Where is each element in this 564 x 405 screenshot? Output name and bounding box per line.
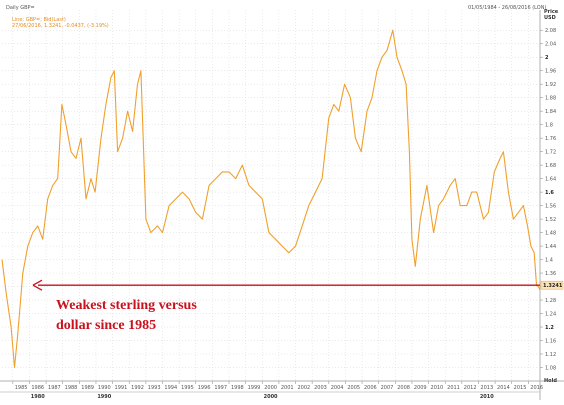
- x-tick-label: 2004: [331, 385, 344, 391]
- y-tick-label: 1.96: [545, 69, 556, 75]
- y-tick-label: 2.04: [545, 42, 556, 48]
- y-tick-label: 1.28: [545, 298, 556, 304]
- y-tick-label: 1.4: [545, 258, 553, 264]
- x-tick-label: 1992: [131, 385, 144, 391]
- y-axis: 1.081.121.161.21.241.281.321.361.41.441.…: [540, 28, 564, 384]
- x-tick-label: 2006: [364, 385, 377, 391]
- legend-last-value: 27/06/2016, 1.3241, -0.0437, (-3.19%): [12, 23, 109, 29]
- axis-title: Price: [544, 9, 559, 15]
- y-tick-label: 1.8: [545, 123, 553, 129]
- annotation-line-2: dollar since 1985: [56, 318, 157, 333]
- x-tick-label: 1991: [115, 385, 128, 391]
- x-tick-label: 1995: [181, 385, 194, 391]
- x-tick-label: 1988: [65, 385, 78, 391]
- gridlines: [0, 10, 564, 400]
- series-line: [1, 29, 541, 369]
- y-tick-label: 1.36: [545, 271, 556, 277]
- y-tick-label: 1.6: [545, 190, 554, 196]
- y-tick-label: 1.48: [545, 231, 556, 237]
- y-tick-label: 1.2: [545, 325, 554, 331]
- x-axis: 1985 1986 1987 1988 1989 1990 1991 1992 1993 1994…: [12, 381, 543, 400]
- y-tick-label: 2: [545, 55, 549, 61]
- x-tick-label: 2012: [464, 385, 477, 391]
- y-tick-label: 1.88: [545, 96, 556, 102]
- y-tick-label: 1.16: [545, 339, 556, 345]
- x-tick-label: 2003: [314, 385, 327, 391]
- x-tick-label: 2008: [397, 385, 410, 391]
- x-tick-label: 2005: [347, 385, 360, 391]
- x-tick-label: 2014: [497, 385, 510, 391]
- annotation-arrow-head: [32, 279, 43, 291]
- x-tick-label: 2002: [297, 385, 310, 391]
- x-tick-label: 2015: [514, 385, 527, 391]
- axis-end-label: Hold: [544, 378, 557, 384]
- x-tick-label: 1987: [48, 385, 61, 391]
- last-value-label: 1.3241: [543, 283, 563, 289]
- y-tick-label: 1.52: [545, 217, 556, 223]
- x-tick-label: 1990: [98, 385, 111, 391]
- y-tick-label: 1.56: [545, 204, 556, 210]
- x-tick-label: 2013: [480, 385, 493, 391]
- x-tick-label: 2010: [431, 385, 444, 391]
- y-tick-label: 1.84: [545, 109, 556, 115]
- x-decade-label: 2010: [480, 394, 494, 400]
- y-tick-label: 1.68: [545, 163, 556, 169]
- x-tick-label: 2007: [381, 385, 394, 391]
- x-tick-label: 1997: [214, 385, 227, 391]
- y-tick-label: 2.08: [545, 28, 556, 34]
- y-tick-label: 1.08: [545, 366, 556, 372]
- annotation-text: Weakest sterling versus dollar since 198…: [56, 296, 256, 336]
- x-tick-label: 1994: [164, 385, 177, 391]
- y-tick-label: 1.64: [545, 177, 556, 183]
- y-tick-label: 1.76: [545, 136, 556, 142]
- y-tick-label: 1.72: [545, 150, 556, 156]
- x-tick-label: 1985: [15, 385, 28, 391]
- y-tick-label: 1.44: [545, 244, 556, 250]
- x-tick-label: 2016: [530, 385, 543, 391]
- x-tick-label: 1989: [81, 385, 94, 391]
- x-tick-label: 2009: [414, 385, 427, 391]
- y-tick-label: 1.12: [545, 352, 556, 358]
- legend-series: Line; GBP=; Bid(Last): [12, 17, 66, 23]
- x-tick-label: 2011: [447, 385, 460, 391]
- last-value-tag: [540, 280, 564, 290]
- axis-unit: USD: [544, 15, 556, 21]
- x-tick-label: 1993: [148, 385, 161, 391]
- x-tick-label: 1998: [231, 385, 244, 391]
- y-tick-label: 1.24: [545, 312, 556, 318]
- date-range: 01/05/1984 - 26/08/2016 (LON): [468, 5, 547, 11]
- series-group: [1, 29, 541, 369]
- x-decade-label: 2000: [264, 394, 278, 400]
- x-tick-label: 1986: [31, 385, 44, 391]
- y-tick-label: 1.92: [545, 82, 556, 88]
- annotation-line-1: Weakest sterling versus: [56, 298, 197, 313]
- x-decade-label: 1980: [31, 394, 45, 400]
- x-tick-label: 2001: [281, 385, 294, 391]
- x-decade-label: 1990: [97, 394, 111, 400]
- x-tick-label: 2000: [264, 385, 277, 391]
- chart-title: Daily GBP=: [6, 5, 35, 11]
- x-tick-label: 1999: [248, 385, 261, 391]
- x-tick-label: 1996: [198, 385, 211, 391]
